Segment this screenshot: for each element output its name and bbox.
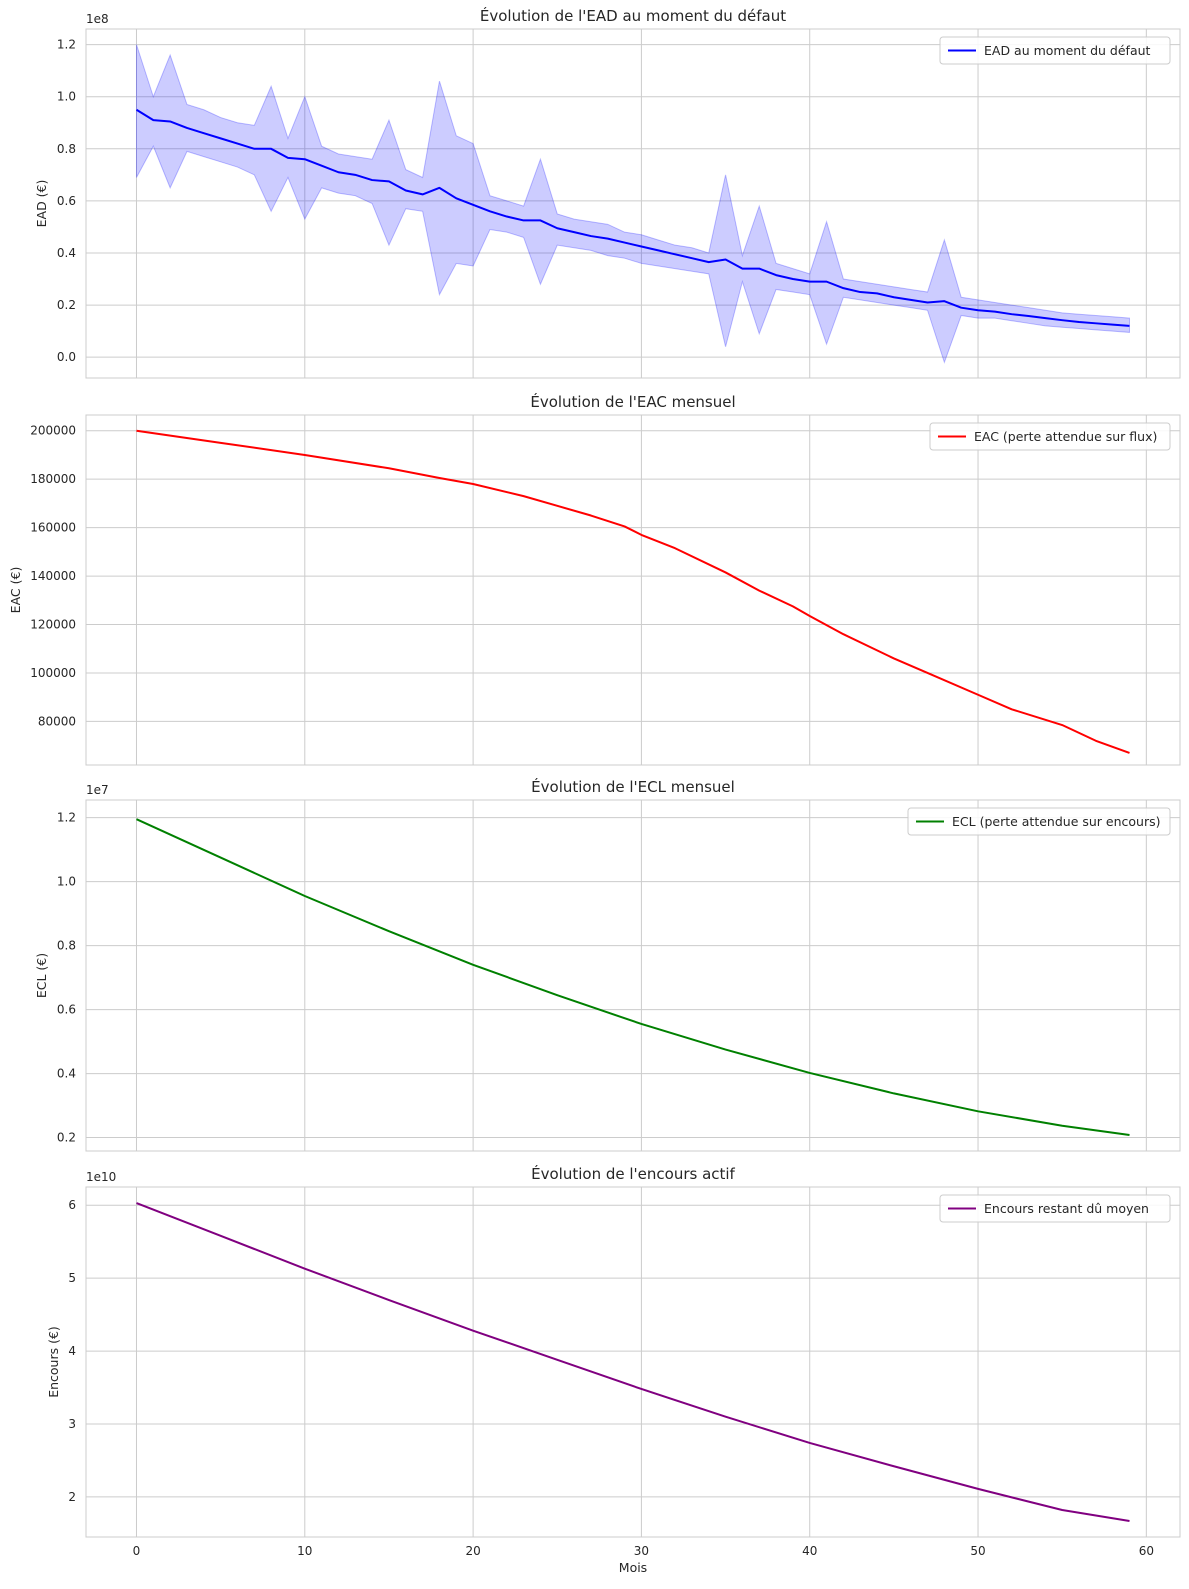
x-tick-label: 60 [1139, 1544, 1154, 1558]
y-axis-label: EAD (€) [34, 180, 49, 228]
y-tick-label: 100000 [30, 666, 76, 680]
y-tick-label: 0.6 [57, 194, 76, 208]
x-tick-label: 30 [634, 1544, 649, 1558]
y-tick-label: 2 [68, 1490, 76, 1504]
series-line [136, 429, 1130, 754]
x-axis-label: Mois [619, 1560, 647, 1575]
y-tick-label: 80000 [38, 714, 76, 728]
chart-panel-1: Évolution de l'EAD au moment du défaut 1e… [34, 6, 1181, 379]
y-tick-label: 0.4 [57, 246, 76, 260]
plot-frame [85, 799, 1181, 1152]
series-line [136, 818, 1130, 1136]
legend: ECL (perte attendue sur encours) [907, 807, 1171, 836]
y-tick-label: 160000 [30, 521, 76, 535]
legend: EAC (perte attendue sur flux) [929, 422, 1171, 451]
x-tick-label: 0 [133, 1544, 141, 1558]
plot-frame [85, 1186, 1181, 1538]
legend-label: EAC (perte attendue sur flux) [974, 429, 1157, 444]
legend: Encours restant dû moyen [939, 1194, 1171, 1223]
y-tick-label: 140000 [30, 569, 76, 583]
y-tick-label: 200000 [30, 424, 76, 438]
legend-label: Encours restant dû moyen [984, 1201, 1149, 1216]
chart-title: Évolution de l'ECL mensuel [531, 777, 735, 796]
confidence-band [135, 44, 1131, 364]
plot-frame [85, 28, 1181, 379]
y-tick-label: 4 [68, 1344, 76, 1358]
y-offset-label: 1e8 [86, 12, 109, 26]
y-tick-label: 0.6 [57, 1003, 76, 1017]
plot-area [86, 800, 1180, 1151]
chart-title: Évolution de l'EAD au moment du défaut [480, 6, 786, 25]
x-tick-label: 40 [802, 1544, 817, 1558]
legend: EAD au moment du défaut [939, 36, 1171, 65]
series-line [135, 108, 1130, 327]
y-tick-label: 1.0 [57, 875, 76, 889]
y-tick-label: 120000 [30, 618, 76, 632]
y-tick-label: 1.2 [57, 38, 76, 52]
y-tick-label: 1.0 [57, 90, 76, 104]
y-tick-label: 0.2 [57, 298, 76, 312]
x-tick-label: 50 [970, 1544, 985, 1558]
y-tick-label: 0.0 [57, 350, 76, 364]
y-tick-label: 180000 [30, 472, 76, 486]
chart-panel-3: Évolution de l'ECL mensuel 1e7 0.2 0.4 0.6 0.… [34, 777, 1181, 1152]
y-tick-label: 0.8 [57, 142, 76, 156]
chart-title: Évolution de l'encours actif [531, 1164, 735, 1183]
legend-box [929, 422, 1171, 451]
legend-box [939, 1194, 1171, 1223]
chart-title: Évolution de l'EAC mensuel [530, 392, 735, 411]
plot-area [86, 29, 1180, 378]
plot-area [86, 1187, 1180, 1537]
legend-box [907, 807, 1171, 836]
y-tick-label: 6 [68, 1198, 76, 1212]
y-axis-label: Encours (€) [46, 1326, 61, 1398]
plot-frame [85, 414, 1181, 766]
y-tick-label: 5 [68, 1271, 76, 1285]
y-offset-label: 1e10 [86, 1170, 116, 1184]
y-tick-label: 0.2 [57, 1131, 76, 1145]
x-tick-label: 10 [297, 1544, 312, 1558]
legend-label: EAD au moment du défaut [984, 43, 1151, 58]
y-axis-label: ECL (€) [34, 953, 49, 998]
x-tick-label: 20 [465, 1544, 480, 1558]
legend-box [939, 36, 1171, 65]
chart-panel-2: Évolution de l'EAC mensuel 80000 100000 120… [8, 392, 1181, 766]
y-tick-label: 0.4 [57, 1067, 76, 1081]
y-tick-label: 3 [68, 1417, 76, 1431]
plot-area [86, 415, 1180, 765]
series-line [136, 1202, 1130, 1522]
y-axis-label: EAC (€) [8, 567, 23, 614]
legend-label: ECL (perte attendue sur encours) [952, 814, 1161, 829]
y-offset-label: 1e7 [86, 783, 109, 797]
y-tick-label: 0.8 [57, 939, 76, 953]
y-tick-label: 1.2 [57, 811, 76, 825]
